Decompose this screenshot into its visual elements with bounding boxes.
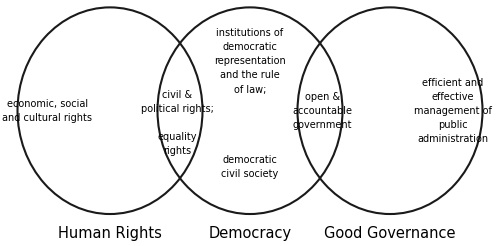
- Text: Human Rights: Human Rights: [58, 226, 162, 241]
- Text: economic, social
and cultural rights: economic, social and cultural rights: [2, 99, 92, 123]
- Text: Democracy: Democracy: [208, 226, 292, 241]
- Text: efficient and
effective
management of
public
administration: efficient and effective management of pu…: [414, 78, 492, 144]
- Text: institutions of
democratic
representation
and the rule
of law;: institutions of democratic representatio…: [214, 29, 286, 94]
- Text: open &
accountable
government: open & accountable government: [292, 92, 352, 130]
- Text: democratic
civil society: democratic civil society: [222, 155, 278, 179]
- Text: civil &
political rights;

equality
rights: civil & political rights; equality right…: [141, 90, 214, 156]
- Text: Good Governance: Good Governance: [324, 226, 456, 241]
